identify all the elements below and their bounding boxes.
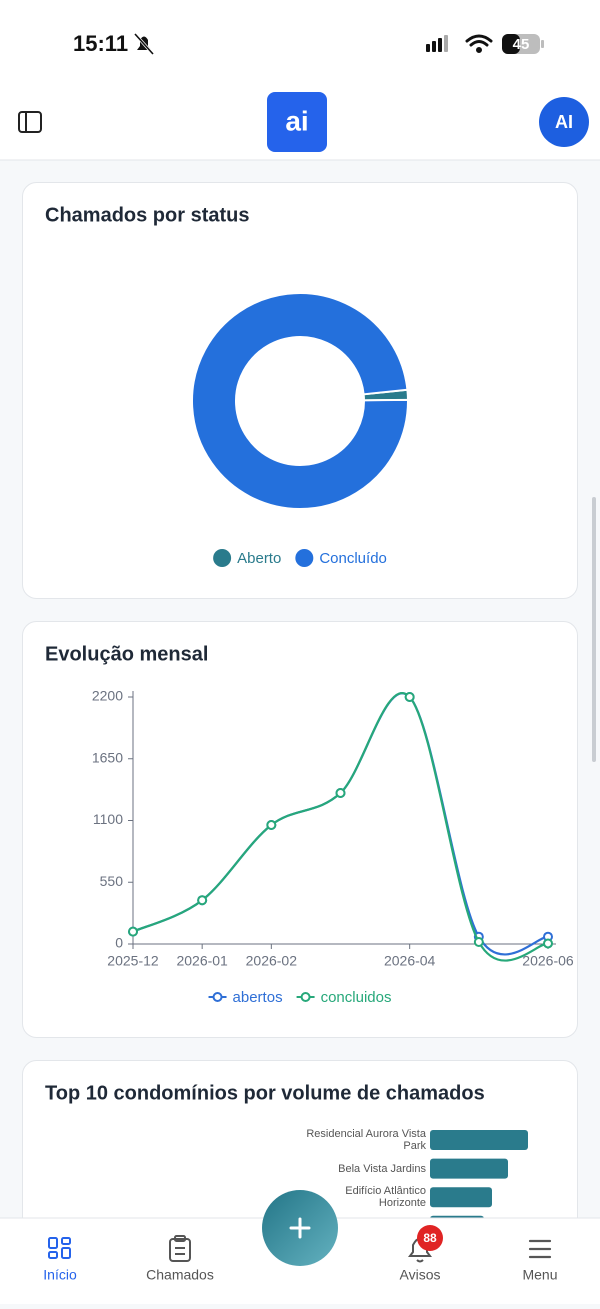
chart-title: Evolução mensal — [45, 643, 208, 665]
x-tick-label: 2025-12 — [107, 953, 159, 969]
plus-icon — [289, 1217, 311, 1239]
y-tick-label: 2200 — [92, 688, 123, 704]
bar — [430, 1187, 492, 1208]
bar-label-box: Residencial Aurora Vista Park — [306, 1128, 426, 1152]
pie-slice — [191, 292, 409, 511]
badge-bg — [417, 1225, 443, 1251]
data-point — [335, 787, 346, 798]
chart-title: Top 10 condomínios por volume de chamado… — [45, 1082, 485, 1104]
scrollbar — [592, 497, 596, 762]
legend-label: Aberto — [237, 550, 281, 567]
nav-item[interactable]: Menu — [522, 1267, 557, 1283]
data-point — [543, 938, 553, 949]
nav-item[interactable]: Avisos — [400, 1267, 441, 1283]
legend-swatch — [213, 549, 232, 567]
sidebar-toggle[interactable] — [18, 111, 42, 133]
y-tick-label: 0 — [115, 935, 123, 951]
x-tick-label: 2026-01 — [176, 953, 228, 969]
logo[interactable]: ai — [285, 105, 308, 136]
bar-label-box: Edifício Atlântico Horizonte — [345, 1185, 426, 1210]
data-point — [266, 819, 277, 830]
y-tick-label: Edifício Atlântico Horizonte — [345, 1185, 426, 1210]
legend-swatch — [212, 992, 223, 1002]
battery-icon: 45 — [502, 34, 544, 54]
home-icon[interactable] — [48, 1237, 71, 1259]
bar-label-box: Bela Vista Jardins — [338, 1162, 426, 1175]
y-tick-label: 550 — [100, 873, 124, 889]
battery-level: 45 — [513, 36, 530, 53]
bottom-nav: Início Chamados 88 Avisos Menu — [0, 1190, 600, 1304]
x-tick-label: 2026-04 — [384, 953, 436, 969]
menu-icon[interactable] — [528, 1239, 552, 1259]
avatar-bg[interactable] — [539, 97, 589, 147]
card — [22, 182, 578, 599]
legend-swatch — [295, 549, 314, 567]
y-tick-label: 1650 — [92, 749, 123, 765]
data-point — [128, 926, 138, 937]
y-tick-label: Residencial Aurora Vista Park — [306, 1128, 426, 1152]
badge: 88 — [423, 1231, 437, 1245]
logo-bg[interactable] — [267, 92, 327, 152]
mute-icon — [133, 32, 155, 56]
chart-title: Chamados por status — [45, 204, 249, 226]
legend-swatch — [300, 992, 311, 1002]
data-point — [404, 692, 415, 702]
legend: Aberto Concluído — [213, 549, 387, 567]
nav-item[interactable]: Chamados — [146, 1267, 214, 1283]
x-tick-label: 2026-06 — [522, 953, 574, 969]
bar — [430, 1130, 528, 1150]
bar — [430, 1158, 508, 1179]
legend-label: abertos — [233, 989, 283, 1006]
data-point — [473, 936, 484, 947]
y-tick-label: 1100 — [93, 811, 123, 827]
legend: abertos concluidos — [208, 989, 392, 1006]
avatar[interactable]: AI — [555, 112, 573, 132]
signal-icon — [426, 35, 448, 52]
tickets-icon[interactable] — [169, 1235, 191, 1262]
status-time: 15:11 — [73, 31, 128, 56]
wifi-icon — [465, 34, 493, 53]
legend-label: concluidos — [321, 989, 392, 1006]
legend-label: Concluído — [319, 550, 387, 567]
card — [22, 621, 578, 1038]
charts: Chamados por status Aberto Concluído Evoluç… — [22, 182, 578, 1309]
y-tick-label: Bela Vista Jardins — [338, 1162, 426, 1175]
data-point — [197, 895, 208, 906]
nav-item[interactable]: Início — [43, 1267, 77, 1283]
x-tick-label: 2026-02 — [246, 953, 298, 969]
